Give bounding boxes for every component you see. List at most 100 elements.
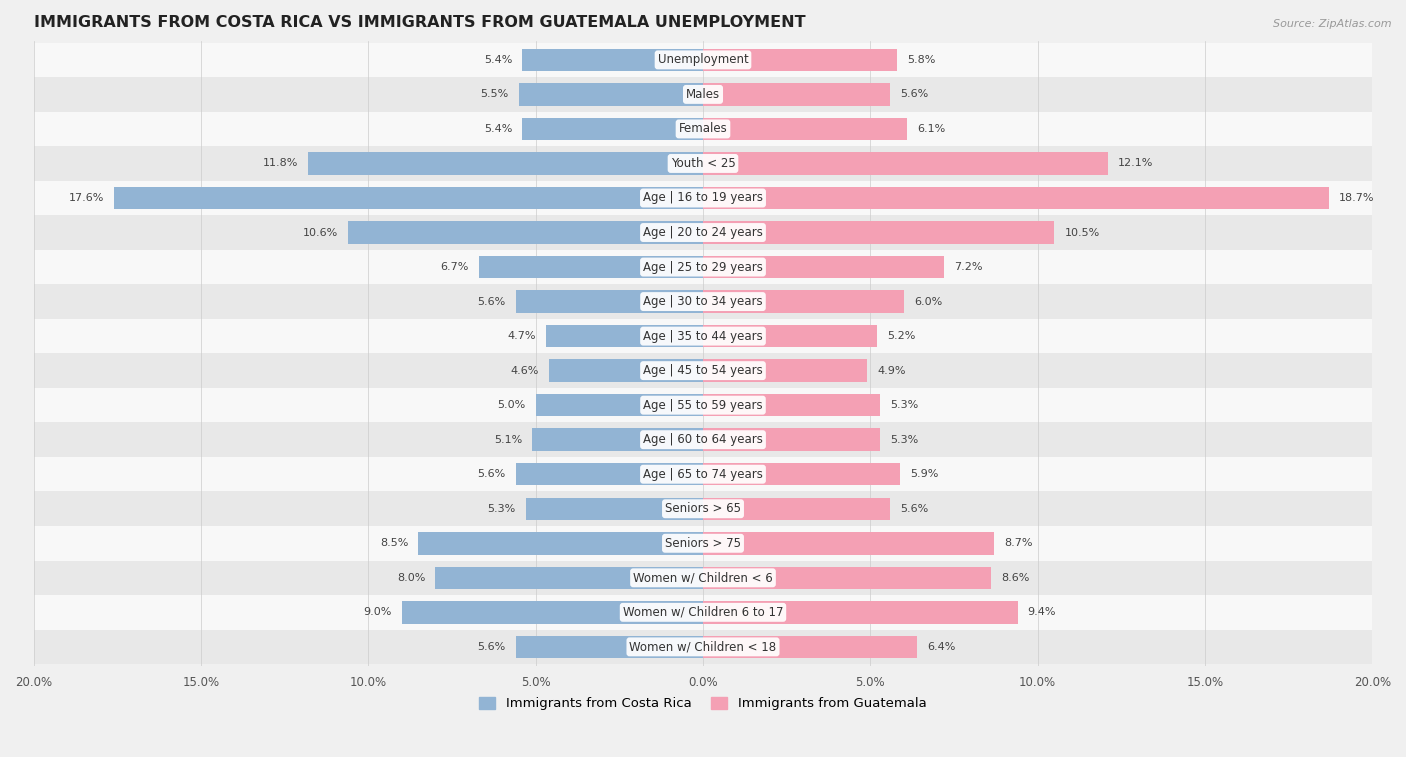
Text: 4.6%: 4.6%	[510, 366, 538, 375]
Bar	[34, 422, 1372, 457]
Bar	[548, 360, 703, 382]
Text: 7.2%: 7.2%	[955, 262, 983, 272]
Bar	[34, 215, 1372, 250]
Text: Females: Females	[679, 123, 727, 136]
Text: Youth < 25: Youth < 25	[671, 157, 735, 170]
Text: 8.6%: 8.6%	[1001, 573, 1029, 583]
Bar	[34, 560, 1372, 595]
Bar	[34, 526, 1372, 560]
Text: Age | 25 to 29 years: Age | 25 to 29 years	[643, 260, 763, 273]
Text: Women w/ Children < 18: Women w/ Children < 18	[630, 640, 776, 653]
Bar	[516, 463, 703, 485]
Bar	[703, 118, 907, 140]
Text: Males: Males	[686, 88, 720, 101]
Bar	[703, 636, 917, 658]
Text: 8.7%: 8.7%	[1004, 538, 1033, 548]
Text: 9.4%: 9.4%	[1028, 607, 1056, 618]
Bar	[34, 354, 1372, 388]
Bar	[703, 187, 1329, 209]
Bar	[114, 187, 703, 209]
Text: 17.6%: 17.6%	[69, 193, 104, 203]
Bar	[34, 112, 1372, 146]
Bar	[703, 360, 868, 382]
Text: Age | 35 to 44 years: Age | 35 to 44 years	[643, 329, 763, 343]
Bar	[308, 152, 703, 175]
Text: 5.1%: 5.1%	[494, 435, 522, 444]
Text: Age | 65 to 74 years: Age | 65 to 74 years	[643, 468, 763, 481]
Text: 5.6%: 5.6%	[477, 297, 506, 307]
Text: Age | 16 to 19 years: Age | 16 to 19 years	[643, 192, 763, 204]
Bar	[703, 394, 880, 416]
Bar	[703, 256, 943, 279]
Text: Age | 45 to 54 years: Age | 45 to 54 years	[643, 364, 763, 377]
Bar	[533, 428, 703, 451]
Text: 5.6%: 5.6%	[477, 469, 506, 479]
Text: 10.6%: 10.6%	[302, 228, 339, 238]
Text: 18.7%: 18.7%	[1339, 193, 1375, 203]
Bar	[522, 118, 703, 140]
Bar	[34, 457, 1372, 491]
Bar	[349, 221, 703, 244]
Bar	[516, 636, 703, 658]
Legend: Immigrants from Costa Rica, Immigrants from Guatemala: Immigrants from Costa Rica, Immigrants f…	[474, 692, 932, 715]
Bar	[703, 532, 994, 554]
Text: 10.5%: 10.5%	[1064, 228, 1099, 238]
Bar	[516, 291, 703, 313]
Bar	[522, 48, 703, 71]
Bar	[34, 250, 1372, 285]
Text: 12.1%: 12.1%	[1118, 158, 1153, 169]
Bar	[703, 463, 900, 485]
Text: 6.7%: 6.7%	[440, 262, 468, 272]
Bar	[526, 497, 703, 520]
Bar	[34, 285, 1372, 319]
Bar	[419, 532, 703, 554]
Bar	[34, 630, 1372, 664]
Bar	[536, 394, 703, 416]
Text: 8.5%: 8.5%	[380, 538, 409, 548]
Bar	[703, 601, 1018, 624]
Text: 5.3%: 5.3%	[890, 435, 918, 444]
Text: Unemployment: Unemployment	[658, 54, 748, 67]
Text: Age | 20 to 24 years: Age | 20 to 24 years	[643, 226, 763, 239]
Text: Age | 30 to 34 years: Age | 30 to 34 years	[643, 295, 763, 308]
Text: Seniors > 65: Seniors > 65	[665, 502, 741, 516]
Text: 8.0%: 8.0%	[396, 573, 425, 583]
Bar	[34, 181, 1372, 215]
Text: 5.8%: 5.8%	[907, 55, 935, 65]
Text: IMMIGRANTS FROM COSTA RICA VS IMMIGRANTS FROM GUATEMALA UNEMPLOYMENT: IMMIGRANTS FROM COSTA RICA VS IMMIGRANTS…	[34, 15, 806, 30]
Text: 6.4%: 6.4%	[928, 642, 956, 652]
Text: Women w/ Children < 6: Women w/ Children < 6	[633, 572, 773, 584]
Text: 4.9%: 4.9%	[877, 366, 905, 375]
Bar	[546, 325, 703, 347]
Text: Age | 55 to 59 years: Age | 55 to 59 years	[643, 399, 763, 412]
Text: 5.6%: 5.6%	[477, 642, 506, 652]
Bar	[703, 221, 1054, 244]
Bar	[703, 497, 890, 520]
Bar	[34, 595, 1372, 630]
Bar	[703, 566, 991, 589]
Text: 5.3%: 5.3%	[890, 400, 918, 410]
Bar	[703, 428, 880, 451]
Bar	[34, 319, 1372, 354]
Bar	[402, 601, 703, 624]
Text: 6.0%: 6.0%	[914, 297, 942, 307]
Text: 4.7%: 4.7%	[508, 331, 536, 341]
Text: 5.2%: 5.2%	[887, 331, 915, 341]
Text: 5.4%: 5.4%	[484, 124, 512, 134]
Bar	[703, 291, 904, 313]
Bar	[703, 152, 1108, 175]
Bar	[478, 256, 703, 279]
Bar	[703, 325, 877, 347]
Text: Source: ZipAtlas.com: Source: ZipAtlas.com	[1274, 19, 1392, 29]
Bar	[519, 83, 703, 106]
Text: 5.3%: 5.3%	[488, 503, 516, 514]
Bar	[34, 388, 1372, 422]
Text: 5.4%: 5.4%	[484, 55, 512, 65]
Bar	[34, 146, 1372, 181]
Bar	[34, 42, 1372, 77]
Text: 6.1%: 6.1%	[917, 124, 945, 134]
Text: 5.6%: 5.6%	[900, 503, 929, 514]
Bar	[436, 566, 703, 589]
Bar	[34, 491, 1372, 526]
Bar	[34, 77, 1372, 112]
